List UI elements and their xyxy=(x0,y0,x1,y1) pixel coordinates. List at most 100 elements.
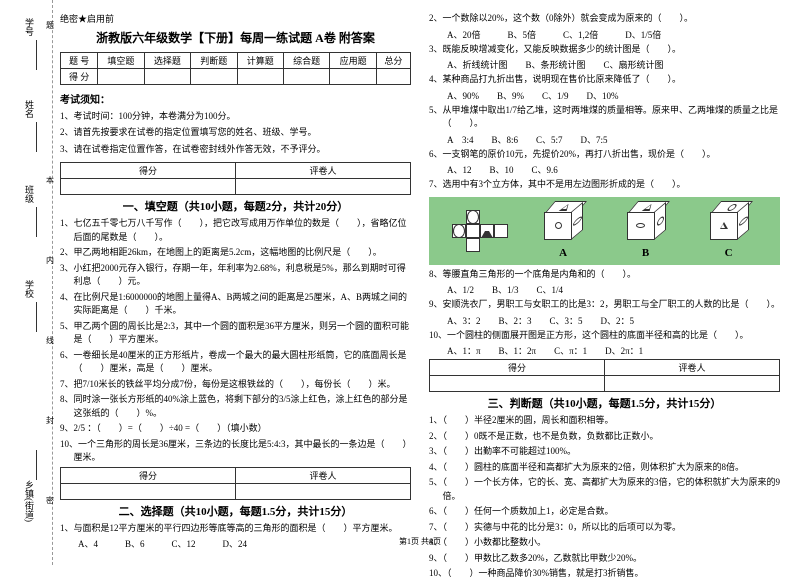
choice-options: A、90% B、9% C、1/9 D、10% xyxy=(429,89,780,102)
score-label: 得分 xyxy=(61,163,236,179)
circle-icon xyxy=(656,214,663,227)
choice-question: 5、从甲堆煤中取出1/7给乙堆，这时两堆煤的质量相等。原来甲、乙两堆煤的质量之比… xyxy=(429,104,780,131)
oval-icon xyxy=(573,214,582,227)
choice-question: 1、与面积是12平方厘米的平行四边形等底等高的三角形的面积是（ ）平方厘米。 xyxy=(60,522,411,536)
judge-question: 10、（ ）一种商品降价30%销售，就是打3折销售。 xyxy=(429,567,780,581)
cube-b xyxy=(626,201,668,251)
fill-question: 9、2/5 ：（ ）=（ ）÷40 =（ ）（填小数） xyxy=(60,422,411,436)
fill-question: 2、甲乙两地相距26km，在地图上的距离是5.2cm，这幅地图的比例尺是（ ）。 xyxy=(60,246,411,260)
seal-marker: 内 xyxy=(46,255,54,266)
fill-question: 6、一卷细长是40厘米的正方形纸片，卷成一个最大的最大圆柱形纸筒，它的底面周长是… xyxy=(60,349,411,376)
seal-marker: 本 xyxy=(46,175,54,186)
notice-item: 3、请在试卷指定位置作答，在试卷密封线外作答无效，不予评分。 xyxy=(60,142,411,156)
judge-question: 1、（ ）半径2厘米的圆，周长和面积相等。 xyxy=(429,414,780,428)
side-label-class: 班级 xyxy=(23,185,36,203)
choice-options: A、折线统计图 B、条形统计图 C、扇形统计图 xyxy=(429,58,780,71)
judge-question: 6、（ ）任何一个质数加上1，必定是合数。 xyxy=(429,505,780,519)
seal-marker: 封 xyxy=(46,415,54,426)
cube-a xyxy=(543,201,585,251)
notice-item: 1、考试时间：100分钟，本卷满分为100分。 xyxy=(60,109,411,123)
score-col-header: 选择题 xyxy=(144,53,190,69)
oval-icon xyxy=(636,223,645,228)
judge-question: 9、（ ）甲数比乙数多20%，乙数就比甲数少20%。 xyxy=(429,552,780,566)
seal-marker: 密 xyxy=(46,495,54,506)
score-col-header: 计算题 xyxy=(237,53,283,69)
judge-question: 3、（ ）出勤率不可能超过100%。 xyxy=(429,445,780,459)
judge-question: 5、（ ）一个长方体，它的长、宽、高都扩大为原来的3倍，它的体积就扩大为原来的9… xyxy=(429,476,780,503)
cube-c xyxy=(709,201,751,251)
section-1-title: 一、填空题（共10小题，每题2分，共计20分） xyxy=(60,198,411,214)
choice-question: 10、一个圆柱的侧面展开图是正方形，这个圆柱的底面半径和高的比是（ ）。 xyxy=(429,329,780,343)
choice-question: 9、安顺洗衣厂，男职工与女职工的比是3：2，男职工与全厂职工的人数的比是（ ）。 xyxy=(429,298,780,312)
section-score-box: 得分评卷人 xyxy=(60,467,411,500)
cube-diagram: A B C xyxy=(429,197,780,265)
choice-options: A、4 B、6 C、12 D、24 xyxy=(60,537,411,550)
fill-question: 1、七亿五千零七万八千写作（ ），把它改写成用万作单位的数是（ ），省略亿位后面… xyxy=(60,217,411,244)
seal-marker: 线 xyxy=(46,335,54,346)
section-score-box: 得分评卷人 xyxy=(60,162,411,195)
section-3-title: 三、判断题（共10小题，每题1.5分，共计15分） xyxy=(429,395,780,411)
circle-icon xyxy=(725,203,738,210)
grader-label: 评卷人 xyxy=(605,360,780,376)
judge-question: 8、（ ）小数都比整数小。 xyxy=(429,536,780,550)
choice-options: A、1/2 B、1/3 C、1/4 xyxy=(429,283,780,296)
fill-question: 8、同时涂一张长方形纸的40%涂上蓝色，将剩下部分的3/5涂上红色，涂上红色的部… xyxy=(60,393,411,420)
grader-label: 评卷人 xyxy=(236,163,411,179)
choice-question: 2、一个数除以20%，这个数（0除外）就会变成为原来的（ ）。 xyxy=(429,12,780,26)
score-label: 得分 xyxy=(61,467,236,483)
binding-side-panel: 学号 姓名 班级 学校 乡镇(街道) 题 本 内 线 封 密 xyxy=(8,0,53,565)
oval-icon xyxy=(738,214,747,227)
score-col-header: 填空题 xyxy=(98,53,144,69)
right-column: 2、一个数除以20%，这个数（0除外）就会变成为原来的（ ）。 A、20倍 B、… xyxy=(429,12,780,532)
grader-label: 评卷人 xyxy=(236,467,411,483)
notice-item: 2、请首先按要求在试卷的指定位置填写您的姓名、班级、学号。 xyxy=(60,125,411,139)
section-score-box: 得分评卷人 xyxy=(429,359,780,392)
section-2-title: 二、选择题（共10小题，每题1.5分，共计15分） xyxy=(60,503,411,519)
choice-options: A、20倍 B、5倍 C、1,2倍 D、1/5倍 xyxy=(429,28,780,41)
choice-options: A、12 B、10 C、9.6 xyxy=(429,163,780,176)
cube-label-c: C xyxy=(725,247,733,259)
fill-question: 10、一个三角形的周长是36厘米，三条边的长度比是5:4:3，其中最长的一条边是… xyxy=(60,438,411,465)
score-row-label: 得 分 xyxy=(61,69,98,85)
seal-marker: 题 xyxy=(46,20,54,31)
choice-question: 8、等腰直角三角形的一个底角是内角和的（ ）。 xyxy=(429,268,780,282)
choice-question: 7、选用中有3个立方体，其中不是用左边图形折成的是（ ）。 xyxy=(429,178,780,192)
score-col-header: 判断题 xyxy=(191,53,237,69)
notice-heading: 考试须知： xyxy=(60,91,411,106)
table-row: 题 号 填空题 选择题 判断题 计算题 综合题 应用题 总分 xyxy=(61,53,411,69)
choice-question: 6、一支钢笔的原价10元，先提价20%，再打八折出售，现价是（ ）。 xyxy=(429,148,780,162)
secret-label: 绝密★启用前 xyxy=(60,12,411,25)
triangle-icon xyxy=(559,203,573,210)
score-label: 得分 xyxy=(430,360,605,376)
score-col-header: 总分 xyxy=(376,53,410,69)
choice-options: A、3：2 B、2：3 C、3：5 D、2：5 xyxy=(429,314,780,327)
triangle-icon xyxy=(642,203,656,210)
score-col-header: 综合题 xyxy=(283,53,329,69)
judge-question: 4、（ ）圆柱的底面半径和高都扩大为原来的2倍，则体积扩大为原来的8倍。 xyxy=(429,461,780,475)
circle-icon xyxy=(467,210,479,224)
oval-icon xyxy=(453,224,465,238)
fill-question: 3、小红把2000元存入银行，存期一年，年利率为2.68%，利息税是5%，那么到… xyxy=(60,262,411,289)
side-label-town: 乡镇(街道) xyxy=(23,480,36,522)
left-column: 绝密★启用前 浙教版六年级数学【下册】每周一练试题 A卷 附答案 题 号 填空题… xyxy=(60,12,411,532)
circle-icon xyxy=(555,222,562,229)
choice-question: 4、某种商品打九折出售，说明现在售价比原来降低了（ ）。 xyxy=(429,73,780,87)
fill-question: 4、在比例尺是1:6000000的地图上量得A、B两城之间的距离是25厘米，A、… xyxy=(60,291,411,318)
fill-question: 7、把7/10米长的铁丝平均分成7份，每份是这根铁丝的（ ），每份长（ ）米。 xyxy=(60,378,411,392)
judge-question: 2、（ ）0既不是正数，也不是负数，负数都比正数小。 xyxy=(429,430,780,444)
choice-options: A 3:4 B、8:6 C、5:7 D、7:5 xyxy=(429,133,780,146)
triangle-icon xyxy=(481,224,493,238)
exam-title: 浙教版六年级数学【下册】每周一练试题 A卷 附答案 xyxy=(60,29,411,46)
table-row: 得 分 xyxy=(61,69,411,85)
judge-question: 7、（ ）实德与中花的比分是3：0，所以比的后项可以为零。 xyxy=(429,521,780,535)
cube-label-b: B xyxy=(642,247,649,259)
score-col-header: 应用题 xyxy=(330,53,376,69)
triangle-icon xyxy=(720,222,728,229)
fill-question: 5、甲乙两个圆的周长比是2:3，其中一个圆的面积是36平方厘米，则另一个圆的面积… xyxy=(60,320,411,347)
side-label-student-id: 学号 xyxy=(23,18,36,36)
choice-options: A、1：π B、1：2π C、π：1 D、2π：1 xyxy=(429,344,780,357)
score-col-header: 题 号 xyxy=(61,53,98,69)
side-label-name: 姓名 xyxy=(23,100,36,118)
notice-list: 1、考试时间：100分钟，本卷满分为100分。 2、请首先按要求在试卷的指定位置… xyxy=(60,109,411,158)
cube-label-a: A xyxy=(559,247,567,259)
